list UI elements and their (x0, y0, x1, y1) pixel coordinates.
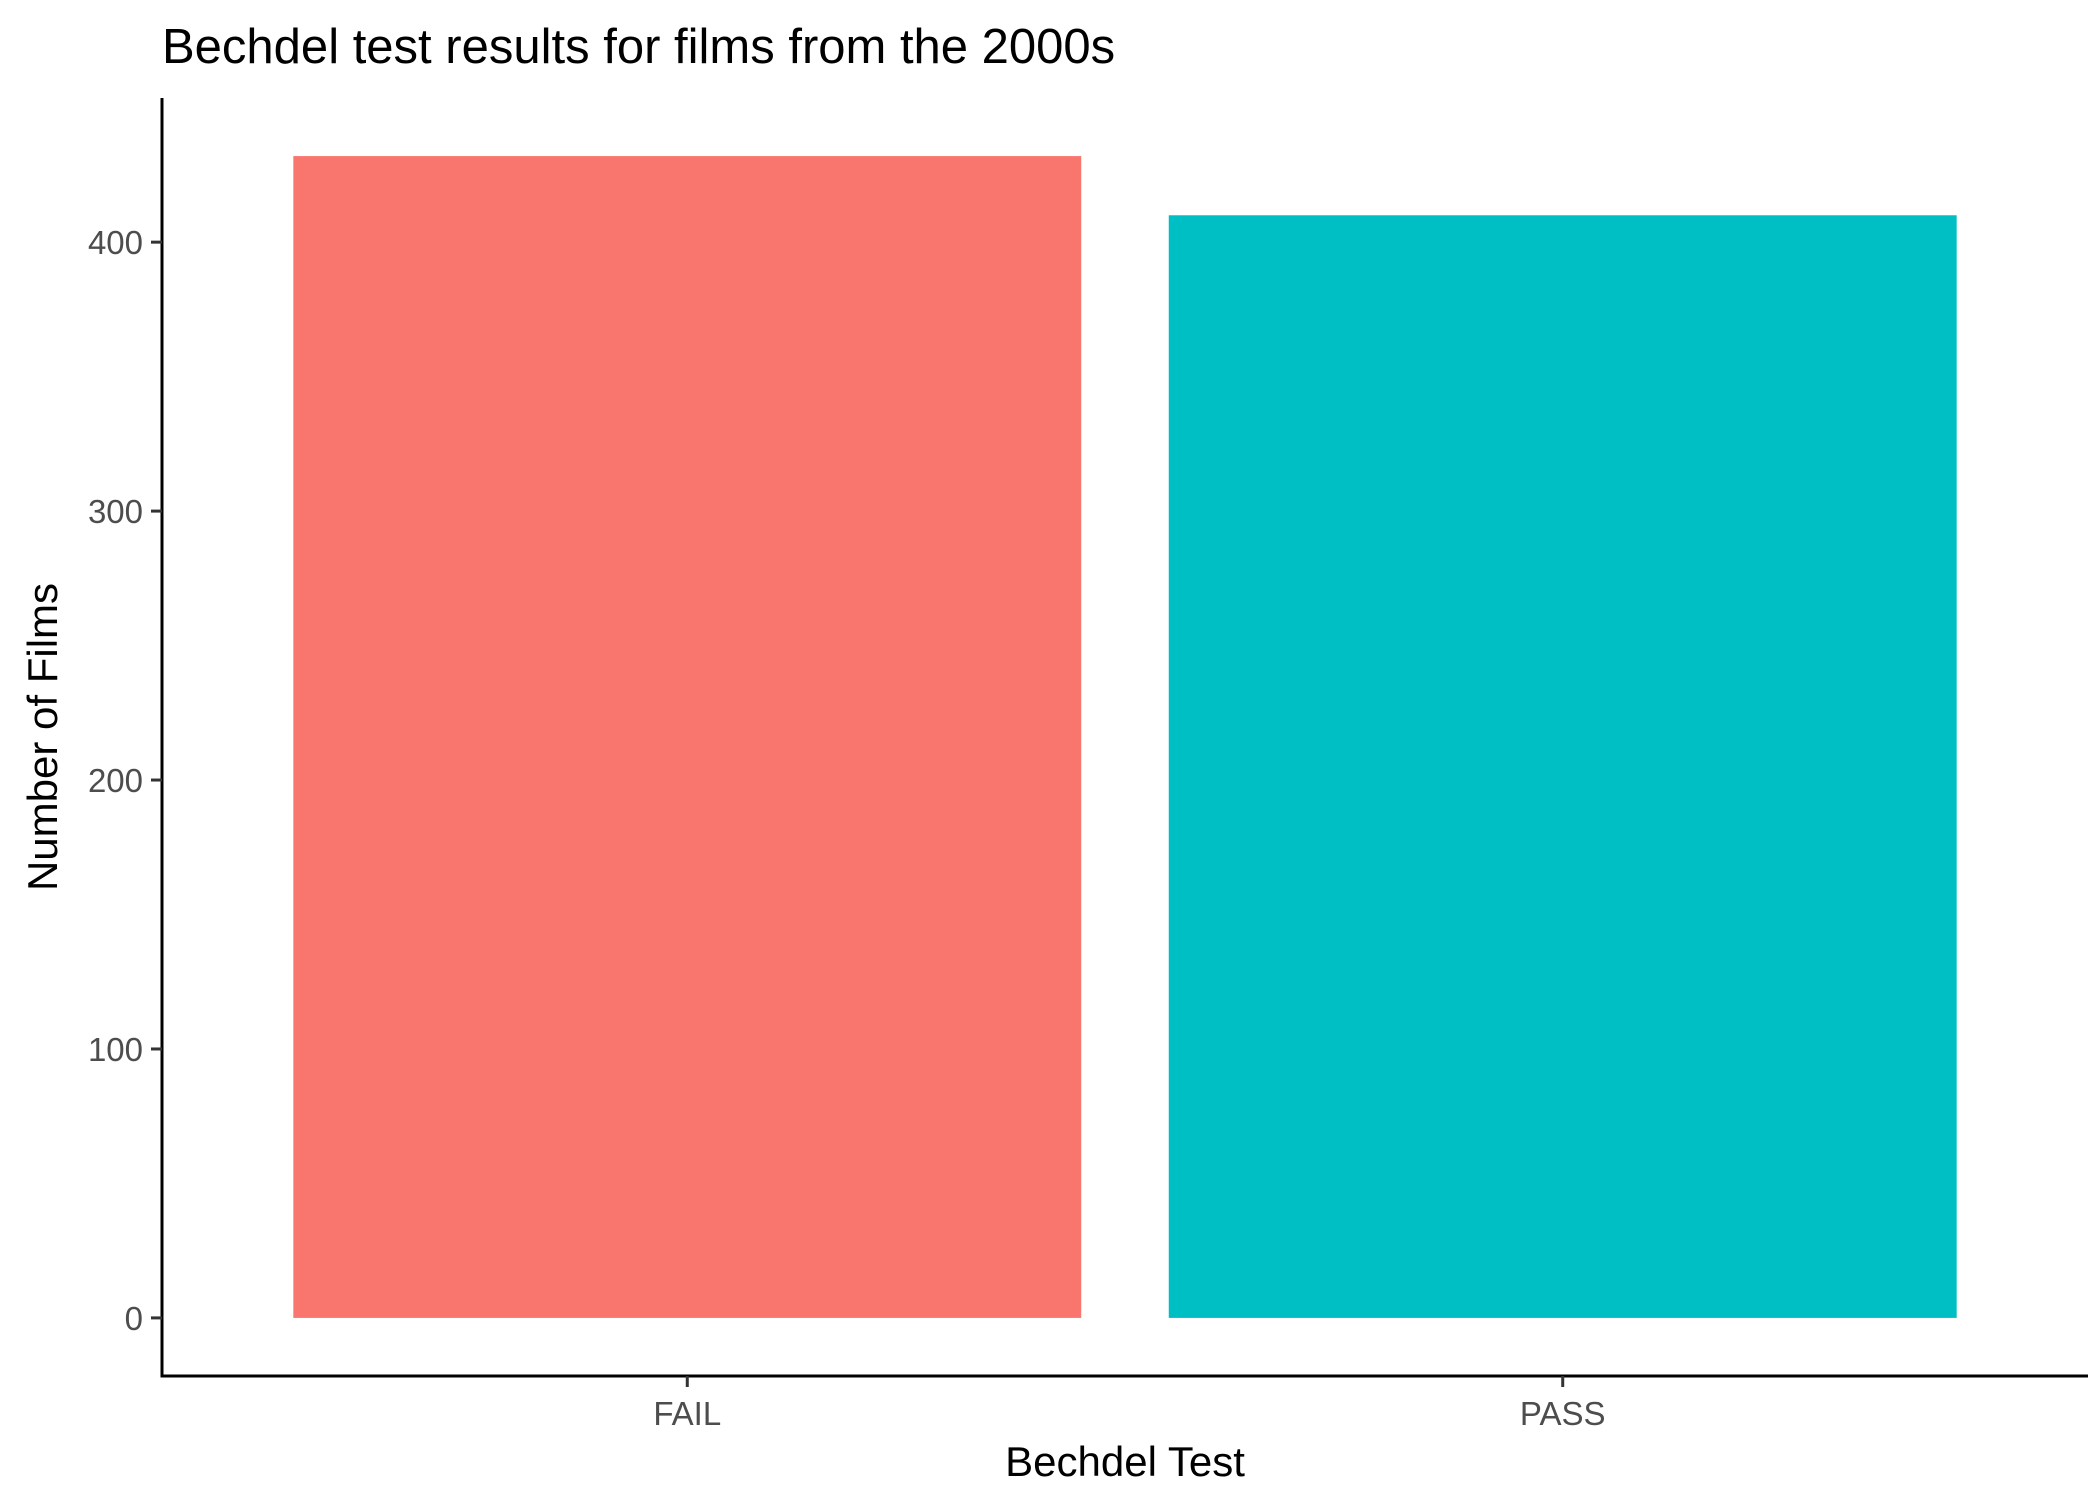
bar-fail (293, 156, 1082, 1318)
x-tick-label: FAIL (653, 1395, 721, 1432)
y-tick-label: 300 (88, 493, 143, 530)
y-tick-label: 100 (88, 1031, 143, 1068)
y-ticks-group: 0 100 200 300 400 (88, 224, 162, 1337)
y-tick-label: 400 (88, 224, 143, 261)
x-axis-title: Bechdel Test (1005, 1438, 1245, 1485)
bar-pass (1168, 215, 1957, 1318)
y-tick-label: 200 (88, 762, 143, 799)
bars-group (293, 156, 1957, 1318)
y-axis-title: Number of Films (19, 583, 66, 891)
x-tick-label: PASS (1520, 1395, 1606, 1432)
chart-title: Bechdel test results for films from the … (162, 20, 1115, 74)
x-ticks-group: FAIL PASS (653, 1376, 1606, 1432)
y-tick-label: 0 (125, 1300, 143, 1337)
